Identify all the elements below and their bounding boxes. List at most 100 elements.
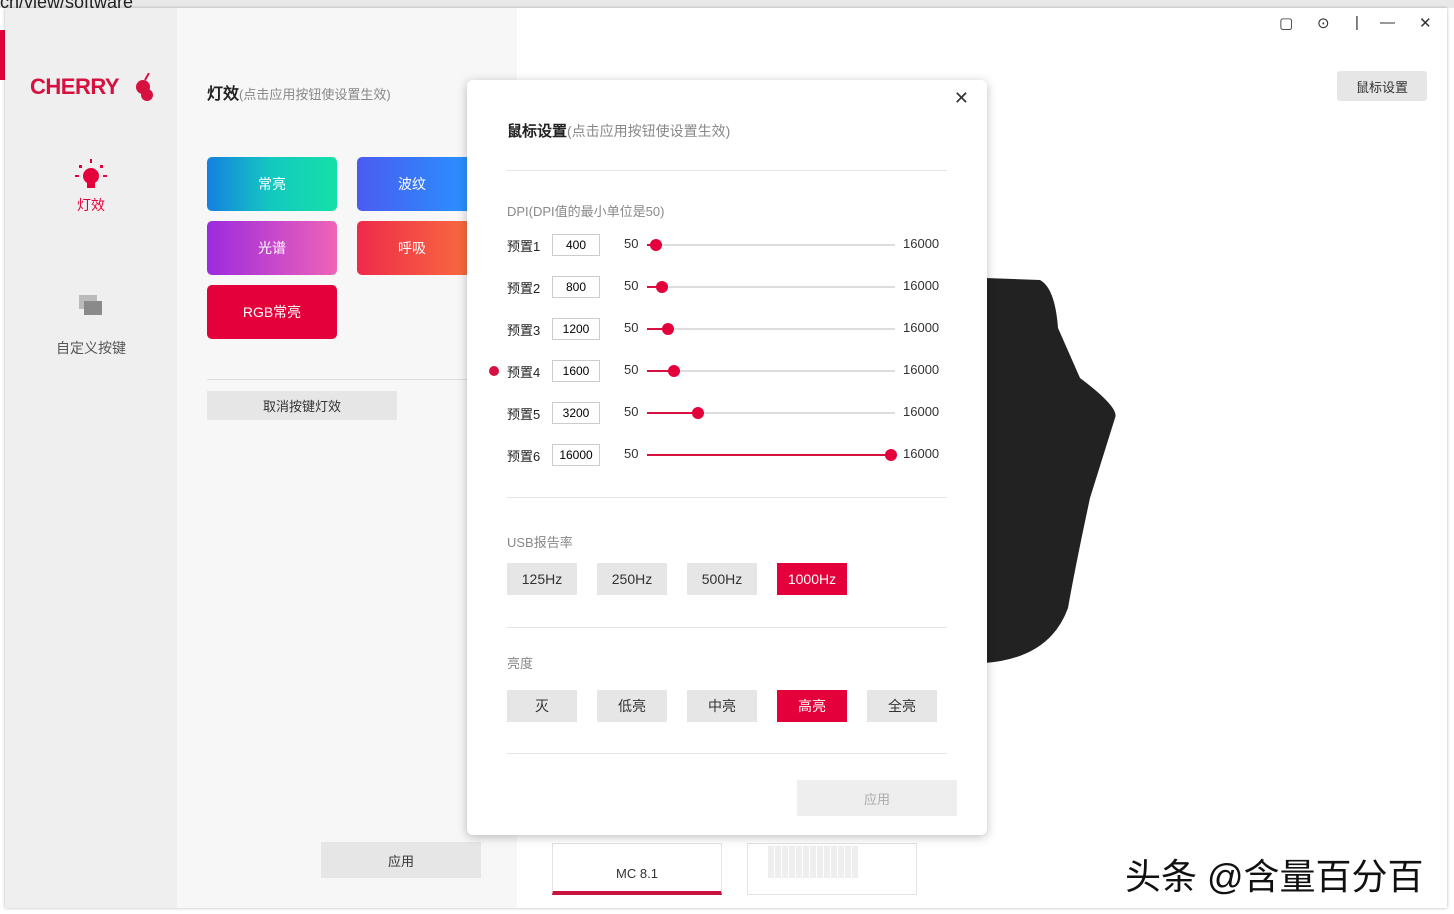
slider-handle[interactable]: [692, 407, 705, 419]
sidebar: CHERRY 灯效 自定义按键: [5, 8, 177, 908]
watermark: 头条 @含量百分百: [1125, 856, 1424, 897]
keyboard-thumbnail: [768, 846, 858, 878]
usb-label: USB报告率: [507, 535, 573, 550]
dpi-min: 50: [624, 404, 639, 419]
dpi-preset-row: 预置4 50 16000: [467, 359, 987, 383]
dpi-min: 50: [624, 320, 639, 335]
slider-fill: [647, 454, 891, 456]
dpi-preset-row: 预置6 50 16000: [467, 443, 987, 467]
dpi-preset-row: 预置5 50 16000: [467, 401, 987, 425]
cherry-logo: CHERRY: [30, 74, 120, 99]
usb-rate-option[interactable]: 1000Hz: [777, 563, 847, 595]
close-icon[interactable]: ✕: [953, 88, 969, 108]
dpi-min: 50: [624, 362, 639, 377]
mouse-settings-button[interactable]: 鼠标设置: [1337, 71, 1427, 101]
dpi-input[interactable]: [552, 402, 600, 424]
slider-handle[interactable]: [650, 239, 663, 251]
dpi-slider[interactable]: [647, 449, 897, 461]
brightness-option[interactable]: 全亮: [867, 690, 937, 722]
effect-steady[interactable]: 常亮: [207, 157, 337, 211]
red-tab: [0, 30, 7, 80]
browser-bar: [0, 0, 1454, 8]
panel-title: 灯效(点击应用按钮使设置生效): [207, 86, 391, 103]
sidebar-item-custom-keys[interactable]: 自定义按键: [5, 293, 177, 358]
bulb-icon: [75, 159, 107, 188]
close-window-icon[interactable]: ✕: [1419, 15, 1432, 32]
divider: [507, 170, 947, 171]
dpi-min: 50: [624, 236, 639, 251]
dpi-preset-row: 预置1 50 16000: [467, 233, 987, 257]
sidebar-label: 自定义按键: [56, 340, 126, 356]
dpi-max: 16000: [903, 278, 940, 293]
mouse-settings-dialog: ✕ 鼠标设置(点击应用按钮使设置生效) DPI(DPI值的最小单位是50) 预置…: [467, 80, 987, 835]
dpi-input[interactable]: [552, 318, 600, 340]
dpi-slider[interactable]: [647, 281, 895, 293]
apply-button[interactable]: 应用: [321, 842, 481, 878]
brightness-option[interactable]: 灭: [507, 690, 577, 722]
dpi-max: 16000: [903, 446, 940, 461]
effect-ripple[interactable]: 波纹: [357, 157, 467, 211]
dpi-slider[interactable]: [647, 239, 895, 251]
separator: |: [1355, 14, 1359, 31]
slider-fill: [647, 286, 663, 288]
sidebar-item-lighting[interactable]: 灯效: [5, 158, 177, 215]
dpi-slider[interactable]: [647, 407, 895, 419]
dpi-input[interactable]: [552, 276, 600, 298]
slider-handle[interactable]: [662, 323, 675, 335]
cancel-lighting-button[interactable]: 取消按键灯效: [207, 391, 397, 420]
dpi-preset-row: 预置3 50 16000: [467, 317, 987, 341]
cherry-icon: [136, 73, 153, 101]
dpi-max: 16000: [903, 404, 940, 419]
dpi-slider[interactable]: [647, 365, 895, 377]
settings-icon[interactable]: ⊙: [1317, 15, 1330, 32]
dpi-min: 50: [624, 278, 639, 293]
divider: [507, 497, 947, 498]
dpi-input[interactable]: [552, 444, 600, 466]
dpi-preset-row: 预置2 50 16000: [467, 275, 987, 299]
usb-rate-option[interactable]: 250Hz: [597, 563, 667, 595]
preset-name: 预置1: [507, 239, 541, 254]
slider-handle[interactable]: [656, 281, 669, 293]
preset-name: 预置2: [507, 281, 541, 296]
dpi-input[interactable]: [552, 234, 600, 256]
layers-icon: [79, 295, 102, 315]
lighting-panel: 灯效(点击应用按钮使设置生效) 常亮 波纹 光谱 呼吸 RGB常亮 取消按键灯效…: [177, 8, 517, 908]
preset-name: 预置3: [507, 323, 541, 338]
minimize-icon[interactable]: —: [1380, 14, 1395, 31]
device-name: MC 8.1: [616, 866, 658, 881]
divider: [207, 379, 487, 380]
slider-fill: [647, 370, 675, 372]
effect-spectrum[interactable]: 光谱: [207, 221, 337, 275]
brightness-label: 亮度: [507, 656, 534, 671]
dpi-min: 50: [624, 446, 639, 461]
sidebar-label: 灯效: [77, 197, 105, 213]
effect-rgb-steady[interactable]: RGB常亮: [207, 285, 337, 339]
dpi-input[interactable]: [552, 360, 600, 382]
brightness-option[interactable]: 中亮: [687, 690, 757, 722]
slider-handle[interactable]: [885, 449, 897, 461]
dpi-max: 16000: [903, 362, 940, 377]
active-preset-indicator: [489, 366, 499, 376]
brightness-option[interactable]: 低亮: [597, 690, 667, 722]
slider-handle[interactable]: [668, 365, 681, 377]
restore-icon[interactable]: ▢: [1279, 15, 1294, 32]
dpi-slider[interactable]: [647, 323, 895, 335]
device-card-keyboard[interactable]: [747, 843, 917, 895]
device-card-mc81[interactable]: MC 8.1: [552, 843, 722, 895]
dpi-label: DPI(DPI值的最小单位是50): [507, 204, 665, 219]
dialog-apply-button[interactable]: 应用: [797, 780, 957, 816]
preset-name: 预置5: [507, 407, 541, 422]
divider: [507, 753, 947, 754]
divider: [507, 627, 947, 628]
mouse-image: [985, 278, 1116, 663]
preset-name: 预置4: [507, 365, 541, 380]
slider-fill: [647, 328, 669, 330]
usb-rate-option[interactable]: 500Hz: [687, 563, 757, 595]
usb-rate-option[interactable]: 125Hz: [507, 563, 577, 595]
slider-fill: [647, 412, 699, 414]
dpi-max: 16000: [903, 320, 940, 335]
dialog-title: 鼠标设置(点击应用按钮使设置生效): [507, 123, 731, 140]
brightness-option[interactable]: 高亮: [777, 690, 847, 722]
dpi-max: 16000: [903, 236, 940, 251]
effect-breathing[interactable]: 呼吸: [357, 221, 467, 275]
